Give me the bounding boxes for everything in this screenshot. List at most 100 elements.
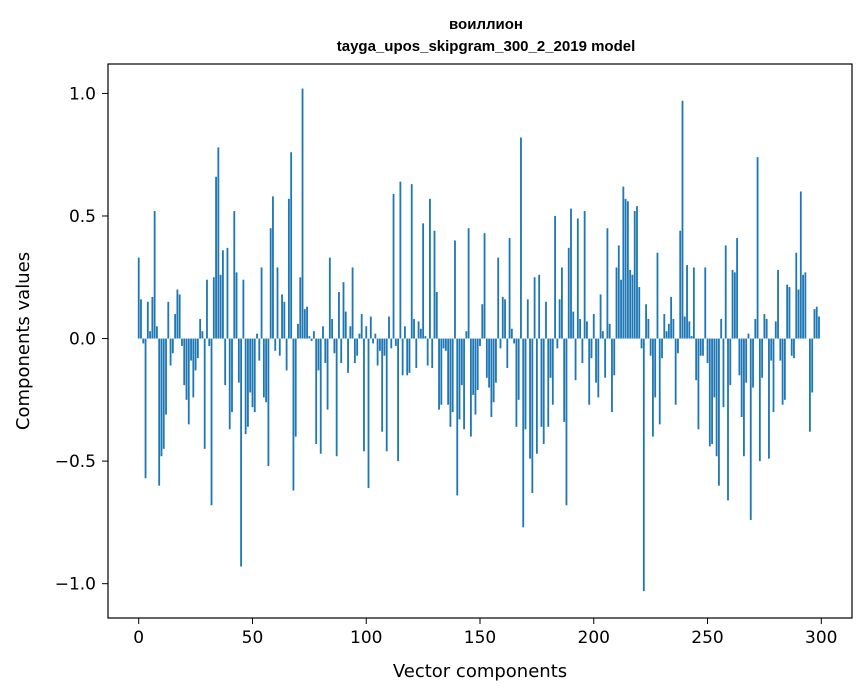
bar [474, 338, 477, 415]
bar [203, 338, 206, 449]
bar [358, 333, 361, 339]
bar [283, 301, 286, 339]
x-tick-label: 50 [242, 628, 264, 648]
x-tick-label: 0 [133, 628, 144, 648]
bar [765, 318, 768, 339]
plot-frame [107, 63, 853, 619]
bar [274, 338, 277, 351]
bar [567, 247, 570, 339]
y-axis-ticks: −1.0 −0.5 0.0 0.5 1.0 [55, 84, 108, 595]
bar [747, 333, 750, 339]
bar [563, 338, 566, 422]
bar [215, 176, 217, 339]
bar [244, 338, 247, 435]
bar [410, 184, 413, 339]
bar [793, 338, 795, 359]
bar [463, 338, 465, 430]
bar [699, 338, 702, 356]
bar [642, 338, 645, 592]
bar [338, 291, 340, 339]
bar [524, 338, 527, 430]
bar [317, 338, 320, 371]
bar [520, 137, 522, 339]
bar [526, 299, 529, 339]
bar [777, 269, 779, 339]
bar [183, 338, 186, 386]
bar [235, 272, 238, 339]
bar [579, 318, 582, 339]
bar [799, 191, 802, 339]
bar [297, 323, 299, 339]
bar [488, 338, 491, 388]
bar [529, 338, 531, 459]
bar [212, 277, 215, 339]
bar [713, 338, 716, 398]
bar [597, 338, 600, 398]
bar [228, 338, 231, 430]
bar [401, 338, 404, 376]
bar [681, 100, 684, 339]
bar [144, 338, 147, 479]
bar [704, 267, 707, 339]
bar [740, 338, 743, 417]
bar [276, 267, 279, 339]
bar [495, 338, 497, 383]
bar [226, 247, 229, 339]
bar [556, 338, 559, 349]
bar [444, 338, 447, 351]
bar [247, 338, 249, 427]
bar [190, 338, 192, 361]
bar [690, 336, 693, 339]
bars-group [137, 88, 820, 592]
bar [586, 321, 588, 339]
bar [413, 318, 415, 339]
bar [422, 223, 425, 339]
bar [706, 338, 709, 364]
y-tick-label: 1.0 [69, 84, 96, 104]
bar [790, 338, 793, 356]
bar [162, 338, 165, 449]
bar [795, 252, 798, 339]
bar [758, 338, 761, 462]
bar [670, 296, 673, 339]
bar [779, 338, 782, 361]
bar [506, 338, 509, 368]
bar [756, 157, 759, 339]
bar [815, 306, 818, 339]
bar [774, 321, 777, 339]
bar [467, 228, 470, 339]
bar [151, 296, 154, 339]
bar [438, 338, 440, 410]
bar [340, 338, 343, 364]
bar [592, 314, 595, 339]
bar [581, 338, 584, 364]
bar [631, 274, 634, 339]
bar [308, 336, 311, 339]
bar [260, 267, 263, 339]
bar [770, 338, 773, 361]
bar [717, 338, 720, 486]
y-tick-label: −0.5 [55, 452, 96, 472]
bar [613, 338, 616, 376]
bar [686, 265, 688, 339]
bar [674, 338, 677, 405]
bar [240, 338, 243, 567]
bar [376, 338, 379, 366]
bar [219, 274, 222, 339]
bar [645, 304, 647, 339]
bar [624, 198, 627, 339]
bar [515, 338, 518, 427]
bar [620, 279, 622, 339]
bar [158, 338, 161, 486]
bar [708, 338, 711, 447]
bar [588, 338, 591, 405]
bar [638, 287, 641, 339]
bar [547, 338, 550, 427]
bar [249, 338, 252, 393]
bar [538, 274, 541, 339]
bar [315, 338, 318, 444]
bar [426, 338, 429, 366]
bar [367, 338, 370, 489]
bar [292, 338, 295, 491]
bar [406, 338, 409, 376]
